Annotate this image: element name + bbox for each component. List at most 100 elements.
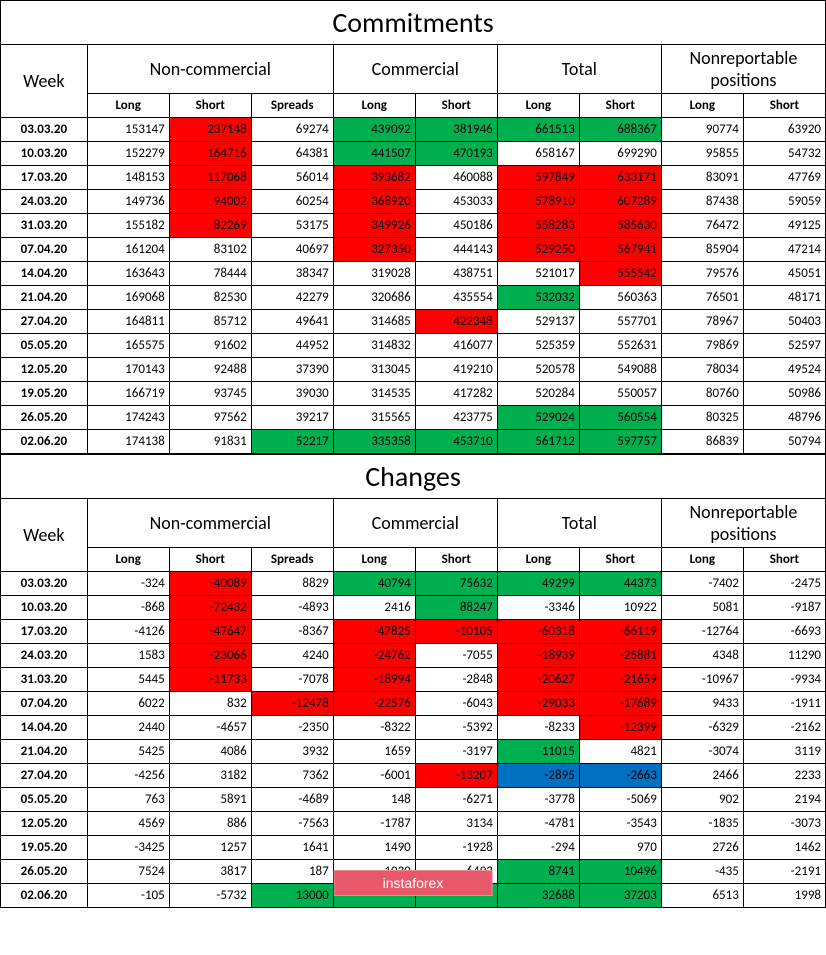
data-cell: -1928: [415, 836, 497, 860]
data-cell: -10105: [415, 620, 497, 644]
data-cell: 460088: [415, 166, 497, 190]
data-cell: 661513: [497, 118, 579, 142]
table-row: 31.03.2015518282269531753499264501865582…: [1, 214, 826, 238]
data-cell: -66119: [579, 620, 661, 644]
data-cell: 435554: [415, 286, 497, 310]
data-cell: 6513: [661, 884, 743, 908]
data-cell: 47214: [743, 238, 825, 262]
data-cell: 80760: [661, 382, 743, 406]
data-cell: 1998: [743, 884, 825, 908]
data-cell: 2440: [87, 716, 169, 740]
commitments-title: Commitments: [1, 1, 826, 45]
data-cell: 313045: [333, 358, 415, 382]
data-cell: 597849: [497, 166, 579, 190]
data-cell: 85904: [661, 238, 743, 262]
data-cell: 525359: [497, 334, 579, 358]
table-row: 12.05.204569886-7563-17873134-4781-3543-…: [1, 812, 826, 836]
data-cell: 4821: [579, 740, 661, 764]
data-cell: 37203: [579, 884, 661, 908]
data-cell: 50403: [743, 310, 825, 334]
table-row: 21.04.2016906882530422793206864355545320…: [1, 286, 826, 310]
data-cell: 419210: [415, 358, 497, 382]
table-row: 17.03.2014815311706856014393682460088597…: [1, 166, 826, 190]
table-row: 12.05.2017014392488373903130454192105205…: [1, 358, 826, 382]
data-cell: 688367: [579, 118, 661, 142]
data-cell: -6693: [743, 620, 825, 644]
data-cell: 368920: [333, 190, 415, 214]
data-cell: -12764: [661, 620, 743, 644]
data-cell: 560363: [579, 286, 661, 310]
data-cell: -3346: [497, 596, 579, 620]
data-cell: 2194: [743, 788, 825, 812]
data-cell: 315565: [333, 406, 415, 430]
week-cell: 19.05.20: [1, 382, 88, 406]
data-cell: -12478: [251, 692, 333, 716]
data-cell: 4569: [87, 812, 169, 836]
table-row: 03.03.2015314723714869274439092381946661…: [1, 118, 826, 142]
table-row: 31.03.205445-11733-7078-18994-2848-20627…: [1, 668, 826, 692]
data-cell: -3074: [661, 740, 743, 764]
data-cell: 416077: [415, 334, 497, 358]
data-cell: -60318: [497, 620, 579, 644]
data-cell: 10922: [579, 596, 661, 620]
data-cell: -10967: [661, 668, 743, 692]
nonreportable-header: Nonreportable positions: [661, 45, 825, 94]
data-cell: 155182: [87, 214, 169, 238]
data-cell: 76501: [661, 286, 743, 310]
data-cell: 9433: [661, 692, 743, 716]
data-cell: 2233: [743, 764, 825, 788]
data-cell: 86839: [661, 430, 743, 454]
table-row: 21.04.205425408639321659-3197110154821-3…: [1, 740, 826, 764]
data-cell: -6001: [333, 764, 415, 788]
week-cell: 17.03.20: [1, 620, 88, 644]
data-cell: 5081: [661, 596, 743, 620]
data-cell: 50986: [743, 382, 825, 406]
data-cell: 88247: [415, 596, 497, 620]
data-cell: 237148: [169, 118, 251, 142]
data-cell: 75632: [415, 572, 497, 596]
table-row: 17.03.20-4126-47647-8367-47825-10105-603…: [1, 620, 826, 644]
data-cell: 78444: [169, 262, 251, 286]
commercial-header: Commercial: [333, 45, 497, 94]
data-cell: 832: [169, 692, 251, 716]
data-cell: 163643: [87, 262, 169, 286]
data-cell: 550057: [579, 382, 661, 406]
data-cell: -20627: [497, 668, 579, 692]
data-cell: 52217: [251, 430, 333, 454]
week-cell: 27.04.20: [1, 310, 88, 334]
data-cell: 470193: [415, 142, 497, 166]
data-cell: 561712: [497, 430, 579, 454]
data-cell: 658167: [497, 142, 579, 166]
data-cell: 314685: [333, 310, 415, 334]
data-cell: 95855: [661, 142, 743, 166]
data-cell: 165575: [87, 334, 169, 358]
data-cell: 578910: [497, 190, 579, 214]
data-cell: -5732: [169, 884, 251, 908]
data-cell: -4126: [87, 620, 169, 644]
data-cell: 6022: [87, 692, 169, 716]
data-cell: 320686: [333, 286, 415, 310]
data-cell: 56014: [251, 166, 333, 190]
data-cell: 91831: [169, 430, 251, 454]
data-cell: -2162: [743, 716, 825, 740]
data-cell: 187: [251, 860, 333, 884]
data-cell: 1583: [87, 644, 169, 668]
data-cell: -5392: [415, 716, 497, 740]
table-row: 27.04.20-425631827362-6001-13207-2895-26…: [1, 764, 826, 788]
data-cell: 32688: [497, 884, 579, 908]
data-cell: -23066: [169, 644, 251, 668]
data-cell: 520578: [497, 358, 579, 382]
table-row: 19.05.2016671993745390303145354172825202…: [1, 382, 826, 406]
data-cell: -435: [661, 860, 743, 884]
data-cell: 174243: [87, 406, 169, 430]
table-row: 07.04.206022832-12478-22576-6043-29033-1…: [1, 692, 826, 716]
data-cell: 83102: [169, 238, 251, 262]
data-cell: 82530: [169, 286, 251, 310]
data-cell: -3197: [415, 740, 497, 764]
week-cell: 24.03.20: [1, 644, 88, 668]
data-cell: 164811: [87, 310, 169, 334]
data-cell: 886: [169, 812, 251, 836]
data-cell: 453710: [415, 430, 497, 454]
data-cell: -47647: [169, 620, 251, 644]
data-cell: 49641: [251, 310, 333, 334]
